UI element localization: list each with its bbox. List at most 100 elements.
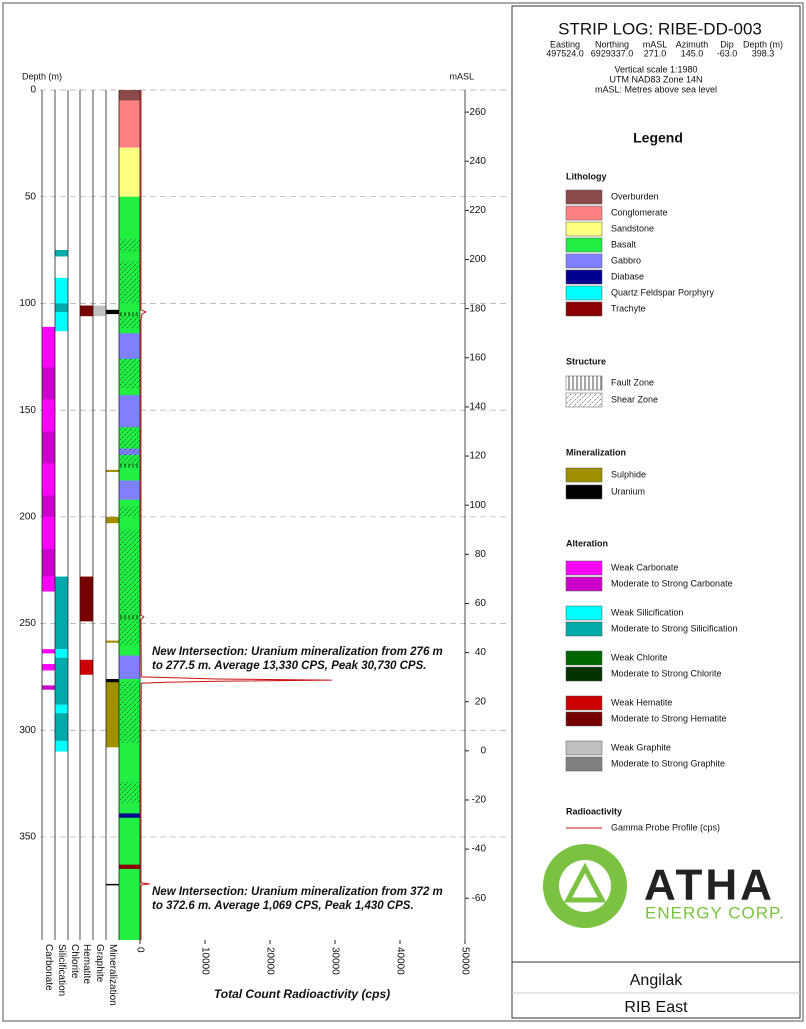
legend-label: Moderate to Strong Hematite: [611, 713, 727, 723]
gamma-profile: [140, 90, 332, 940]
legend-section-title: Mineralization: [566, 447, 626, 457]
alteration-interval: [55, 657, 68, 705]
alteration-interval: [55, 704, 68, 714]
x-tick-label: 10000: [199, 947, 210, 975]
column-label: Graphite: [94, 944, 105, 983]
legend-swatch: [565, 237, 603, 253]
legend-label: Moderate to Strong Carbonate: [611, 578, 733, 588]
legend-swatch: [565, 221, 603, 237]
y2-tick-label: -20: [472, 795, 487, 806]
legend-label: Trachyte: [611, 303, 646, 313]
annotation: New Intersection: Uranium mineralization…: [152, 646, 443, 658]
structure-interval: [119, 506, 140, 517]
mineralization-interval: [106, 883, 119, 886]
legend-swatch: [565, 375, 603, 391]
legend-swatch: [565, 650, 603, 666]
y2-tick-label: 260: [469, 107, 486, 118]
alteration-interval: [55, 713, 68, 741]
lithology-interval: [119, 480, 140, 500]
legend-section-title: Radioactivity: [566, 806, 622, 816]
column-label: Silicification: [56, 944, 67, 996]
legend-label: Uranium: [611, 486, 645, 496]
alteration-interval: [80, 305, 93, 317]
lithology-interval: [119, 813, 140, 818]
y2-tick-label: 220: [469, 205, 486, 216]
x-tick-label: 30000: [329, 947, 340, 975]
legend-label: Diabase: [611, 271, 644, 281]
legend-label: Shear Zone: [611, 394, 658, 404]
y2-tick-label: 0: [480, 745, 486, 756]
y2-tick-label: 200: [469, 254, 486, 265]
legend-swatch: [565, 605, 603, 621]
legend-label: Weak Chlorite: [611, 652, 667, 662]
mineralization-interval: [106, 679, 119, 748]
structure-interval: [119, 427, 140, 466]
structure-interval: [119, 260, 140, 304]
legend-label: Weak Hematite: [611, 697, 672, 707]
alteration-interval: [42, 431, 55, 464]
legend-swatch: [565, 695, 603, 711]
legend-swatch: [565, 189, 603, 205]
legend-label: Sandstone: [611, 223, 654, 233]
legend-swatch: [565, 756, 603, 772]
alteration-interval: [93, 305, 106, 317]
alteration-interval: [42, 367, 55, 400]
y2-tick-label: -60: [472, 893, 487, 904]
alteration-interval: [42, 685, 55, 690]
alteration-interval: [42, 495, 55, 517]
legend-swatch: [565, 576, 603, 592]
legend-swatch: [565, 560, 603, 576]
legend-label: Overburden: [611, 191, 659, 201]
y2-tick-label: 100: [469, 500, 486, 511]
y-axis-title: Depth (m): [22, 71, 62, 81]
legend-swatch: [565, 740, 603, 756]
mineralization-interval: [106, 469, 119, 472]
y2-tick-label: 180: [469, 303, 486, 314]
header-column: Depth (m): [743, 39, 783, 49]
structure-interval: [119, 358, 140, 389]
alteration-interval: [55, 576, 68, 650]
header-value: 398.3: [752, 48, 775, 58]
mineralization-interval: [106, 309, 119, 315]
alteration-interval: [55, 649, 68, 658]
legend-label: Fault Zone: [611, 377, 654, 387]
y-tick-label: 0: [30, 85, 36, 96]
footer-area: RIB East: [624, 999, 688, 1016]
lithology-interval: [119, 100, 140, 148]
lithology-interval: [119, 333, 140, 359]
legend-swatch: [565, 205, 603, 221]
annotation: to 372.6 m. Average 1,069 CPS, Peak 1,43…: [152, 900, 414, 912]
lithology-interval: [119, 90, 140, 101]
legend-label: Weak Silicification: [611, 607, 683, 617]
structure-interval: [119, 239, 140, 253]
column-label: Hematite: [81, 944, 92, 984]
legend-swatch: [565, 711, 603, 727]
y2-tick-label: -40: [472, 844, 487, 855]
legend-label: Gamma Probe Profile (cps): [611, 822, 720, 832]
legend-swatch: [565, 467, 603, 483]
alteration-interval: [80, 576, 93, 622]
x-tick-label: 40000: [394, 947, 405, 975]
y2-tick-label: 140: [469, 402, 486, 413]
legend-swatch: [565, 666, 603, 682]
structure-interval: [119, 529, 140, 645]
logo-icon: [563, 862, 607, 903]
legend-swatch: [565, 484, 603, 500]
lithology-interval: [119, 864, 140, 869]
y2-tick-label: 60: [475, 598, 487, 609]
header-note: UTM NAD83 Zone 14N: [609, 74, 702, 84]
legend-section-title: Alteration: [566, 538, 608, 548]
header-value: 145.0: [681, 48, 704, 58]
alteration-interval: [42, 548, 55, 577]
legend-label: Moderate to Strong Chlorite: [611, 668, 722, 678]
x-tick-label: 50000: [459, 947, 470, 975]
y2-tick-label: 80: [475, 549, 487, 560]
logo-name: ATHA: [644, 861, 775, 910]
header-value: 271.0: [644, 48, 667, 58]
header-column: mASL: [643, 39, 668, 49]
annotation: New Intersection: Uranium mineralization…: [152, 886, 443, 898]
mineralization-interval: [106, 679, 119, 683]
lithology-interval: [119, 395, 140, 428]
alteration-interval: [55, 250, 68, 257]
